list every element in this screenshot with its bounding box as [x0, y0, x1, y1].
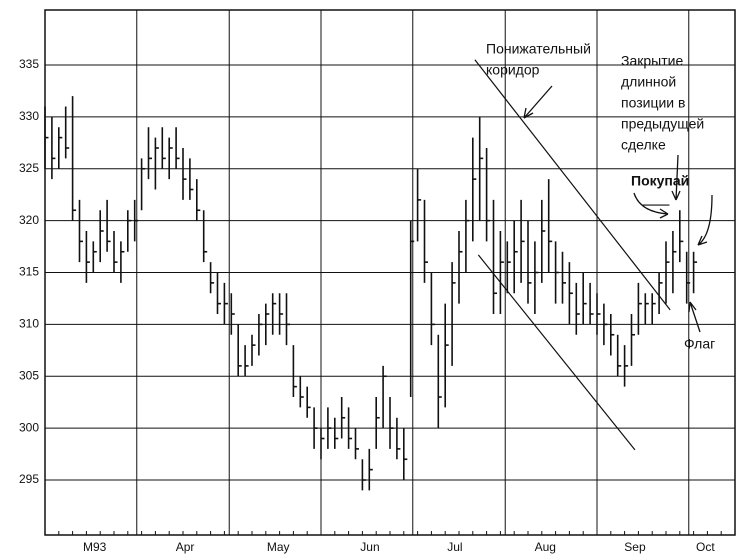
- x-tick-label: Jul: [447, 540, 462, 554]
- annotation: предыдущей: [621, 116, 704, 132]
- x-tick-label: Apr: [176, 540, 195, 554]
- arrow: [688, 301, 701, 333]
- y-tick-label: 325: [19, 161, 39, 175]
- annotation: сделке: [621, 137, 666, 153]
- trendline: [474, 59, 671, 311]
- arrow: [697, 194, 713, 246]
- y-tick-label: 310: [19, 317, 39, 331]
- annotation: Закрытие: [621, 53, 683, 69]
- trendline: [477, 254, 636, 451]
- annotation: Флаг: [684, 336, 715, 352]
- y-tick-label: 315: [19, 265, 39, 279]
- y-tick-label: 335: [19, 57, 39, 71]
- x-tick-label: Aug: [535, 540, 556, 554]
- annotation: длинной: [621, 74, 676, 90]
- y-tick-label: 300: [19, 420, 39, 434]
- y-tick-label: 330: [19, 109, 39, 123]
- x-tick-label: Jun: [360, 540, 379, 554]
- x-tick-label: May: [267, 540, 290, 554]
- x-tick-label: Sep: [624, 540, 646, 554]
- arrow: [633, 192, 669, 219]
- x-tick-label: M93: [83, 540, 107, 554]
- annotation: Покупай: [631, 173, 689, 189]
- arrow: [671, 154, 681, 201]
- annotation: Понижательный: [486, 41, 591, 57]
- annotation: коридор: [486, 62, 540, 78]
- arrow: [523, 85, 553, 119]
- y-tick-label: 305: [19, 368, 39, 382]
- annotation: позиции в: [621, 95, 685, 111]
- x-tick-label: Oct: [696, 540, 715, 554]
- y-tick-label: 320: [19, 213, 39, 227]
- y-tick-label: 295: [19, 472, 39, 486]
